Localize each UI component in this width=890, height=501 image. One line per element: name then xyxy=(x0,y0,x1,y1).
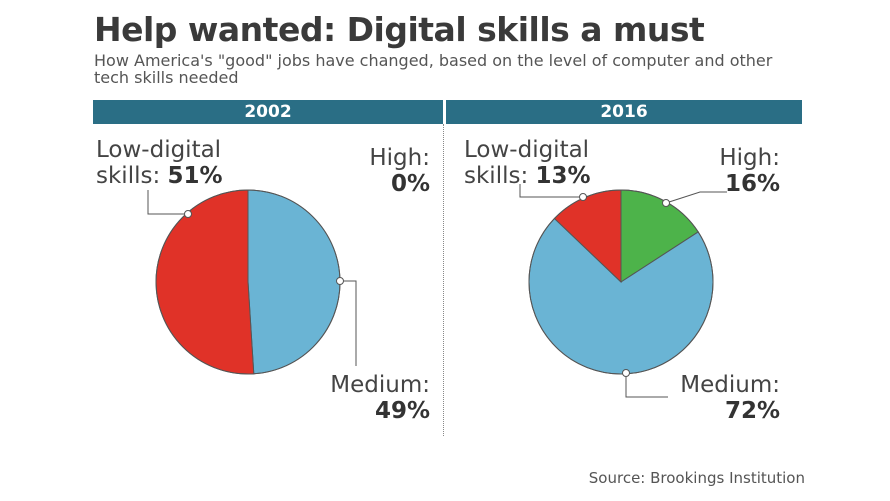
leader-dot-2016-0 xyxy=(579,193,587,201)
label-2002-medium-line1: Medium: xyxy=(330,372,430,398)
year-header-2016: 2016 xyxy=(446,100,802,124)
label-2016-high: High: 16% xyxy=(690,145,780,197)
pie-slice-2002-lowdigital xyxy=(155,189,255,375)
label-2016-low: Low-digital skills: 13% xyxy=(464,137,591,189)
leader-dot-2002-0 xyxy=(184,210,192,218)
label-2002-medium: Medium: 49% xyxy=(300,372,430,424)
label-2002-low-pct: 51% xyxy=(167,163,223,189)
source-note: Source: Brookings Institution xyxy=(588,469,805,487)
label-2016-low-pct: 13% xyxy=(535,163,591,189)
label-2002-high-line1: High: xyxy=(369,145,430,171)
leader-dot-2016-1 xyxy=(662,199,670,207)
chart-title: Help wanted: Digital skills a must xyxy=(94,10,705,49)
leader-line-2002-0 xyxy=(147,190,188,215)
leader-line-2016-1 xyxy=(665,191,727,204)
leader-line-2002-1 xyxy=(340,280,357,366)
label-2002-low-line1: Low-digital xyxy=(96,137,222,163)
label-2002-medium-pct: 49% xyxy=(374,398,430,424)
leader-dot-2002-1 xyxy=(336,277,344,285)
label-2002-high: High: 0% xyxy=(340,145,430,197)
label-2016-medium-line1: Medium: xyxy=(680,372,780,398)
label-2002-low: Low-digital skills: 51% xyxy=(96,137,223,189)
label-2016-low-line2: skills: xyxy=(464,163,529,189)
label-2016-medium: Medium: 72% xyxy=(650,372,780,424)
label-2016-high-line1: High: xyxy=(719,145,780,171)
label-2002-low-line2: skills: xyxy=(96,163,161,189)
panel-divider xyxy=(443,124,444,436)
pie-slice-2002-medium xyxy=(247,189,341,375)
pie-outline-2016 xyxy=(528,189,714,375)
leader-dot-2016-2 xyxy=(622,369,630,377)
label-2016-medium-pct: 72% xyxy=(724,398,780,424)
leader-line-2016-0 xyxy=(519,184,583,198)
label-2002-high-pct: 0% xyxy=(390,171,430,197)
leader-line-2016-2 xyxy=(625,373,668,398)
chart-subtitle: How America's "good" jobs have changed, … xyxy=(94,51,773,87)
label-2016-high-pct: 16% xyxy=(724,171,780,197)
label-2016-low-line1: Low-digital xyxy=(464,137,590,163)
year-header-2002: 2002 xyxy=(93,100,443,124)
